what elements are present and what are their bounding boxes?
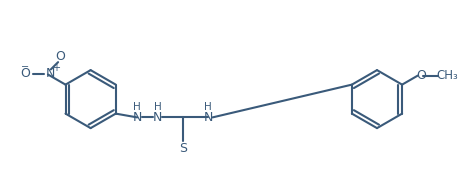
Text: N: N <box>132 111 142 124</box>
Text: H: H <box>133 102 141 112</box>
Text: CH₃: CH₃ <box>435 69 457 82</box>
Text: N: N <box>152 111 162 124</box>
Text: N: N <box>203 111 213 124</box>
Text: N: N <box>45 67 55 80</box>
Text: O: O <box>55 50 65 63</box>
Text: O: O <box>20 67 30 80</box>
Text: O: O <box>415 69 425 82</box>
Text: −: − <box>21 62 29 72</box>
Text: H: H <box>153 102 161 112</box>
Text: +: + <box>52 63 60 73</box>
Text: S: S <box>178 142 187 155</box>
Text: H: H <box>204 102 212 112</box>
